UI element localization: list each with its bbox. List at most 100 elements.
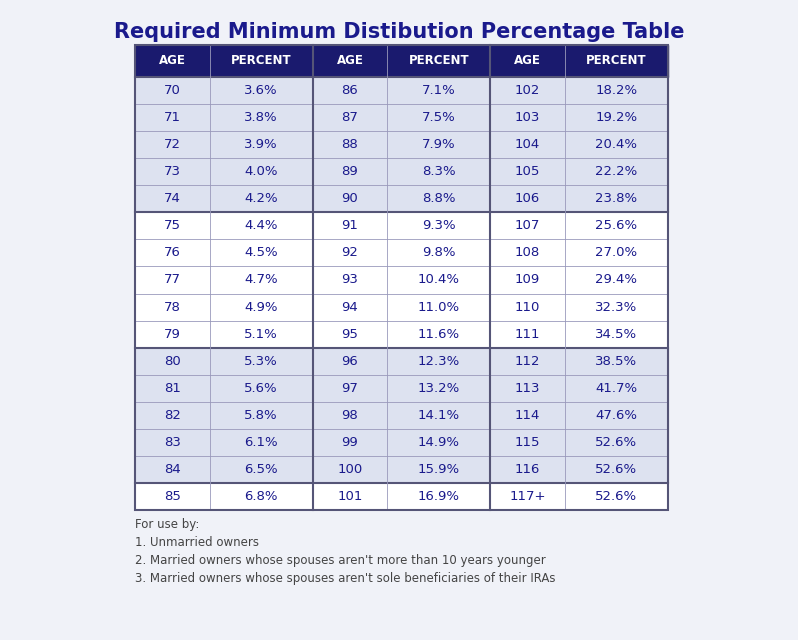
Text: 92: 92 xyxy=(342,246,358,259)
Text: 96: 96 xyxy=(342,355,358,367)
Bar xyxy=(210,158,313,185)
Text: 94: 94 xyxy=(342,301,358,314)
Text: 91: 91 xyxy=(342,220,358,232)
Text: 13.2%: 13.2% xyxy=(417,381,460,395)
Text: PERCENT: PERCENT xyxy=(409,54,469,67)
Bar xyxy=(313,239,387,266)
Text: 12.3%: 12.3% xyxy=(417,355,460,367)
Bar xyxy=(135,348,210,374)
Bar xyxy=(387,45,490,77)
Bar xyxy=(210,294,313,321)
Bar xyxy=(210,77,313,104)
Text: 9.8%: 9.8% xyxy=(422,246,456,259)
Text: 98: 98 xyxy=(342,409,358,422)
Text: 108: 108 xyxy=(515,246,540,259)
Text: 52.6%: 52.6% xyxy=(595,463,638,476)
Text: 3.8%: 3.8% xyxy=(244,111,278,124)
Text: 81: 81 xyxy=(164,381,181,395)
Bar xyxy=(210,374,313,402)
Text: 5.6%: 5.6% xyxy=(244,381,278,395)
Bar xyxy=(210,131,313,158)
Text: 82: 82 xyxy=(164,409,181,422)
Bar xyxy=(387,158,490,185)
Bar xyxy=(313,158,387,185)
Bar xyxy=(565,131,668,158)
Text: 87: 87 xyxy=(342,111,358,124)
Bar xyxy=(490,212,565,239)
Text: 8.8%: 8.8% xyxy=(422,192,456,205)
Text: 71: 71 xyxy=(164,111,181,124)
Bar xyxy=(313,212,387,239)
Bar xyxy=(490,483,565,510)
Bar xyxy=(490,131,565,158)
Bar xyxy=(313,456,387,483)
Text: 7.5%: 7.5% xyxy=(422,111,456,124)
Bar xyxy=(490,45,565,77)
Text: 5.3%: 5.3% xyxy=(244,355,278,367)
Bar xyxy=(387,239,490,266)
Text: 8.3%: 8.3% xyxy=(422,165,456,178)
Bar xyxy=(565,77,668,104)
Text: 6.8%: 6.8% xyxy=(244,490,278,503)
Text: 9.3%: 9.3% xyxy=(422,220,456,232)
Bar xyxy=(387,456,490,483)
Text: 23.8%: 23.8% xyxy=(595,192,638,205)
Bar xyxy=(387,374,490,402)
Text: 10.4%: 10.4% xyxy=(418,273,460,287)
Text: 113: 113 xyxy=(515,381,540,395)
Bar xyxy=(490,77,565,104)
Bar xyxy=(313,131,387,158)
Text: 4.7%: 4.7% xyxy=(244,273,278,287)
Bar xyxy=(490,158,565,185)
Bar xyxy=(313,429,387,456)
Text: 85: 85 xyxy=(164,490,181,503)
Bar xyxy=(210,456,313,483)
Text: 1. Unmarried owners: 1. Unmarried owners xyxy=(135,536,259,549)
Text: 83: 83 xyxy=(164,436,181,449)
Text: Required Minimum Distibution Percentage Table: Required Minimum Distibution Percentage … xyxy=(114,22,684,42)
Bar xyxy=(313,185,387,212)
Bar xyxy=(490,429,565,456)
Bar xyxy=(210,185,313,212)
Text: 80: 80 xyxy=(164,355,180,367)
Text: 73: 73 xyxy=(164,165,181,178)
Text: AGE: AGE xyxy=(159,54,186,67)
Bar xyxy=(387,212,490,239)
Text: 4.0%: 4.0% xyxy=(244,165,278,178)
Bar xyxy=(387,131,490,158)
Text: 47.6%: 47.6% xyxy=(595,409,638,422)
Text: 111: 111 xyxy=(515,328,540,340)
Bar xyxy=(135,266,210,294)
Text: 11.6%: 11.6% xyxy=(417,328,460,340)
Bar xyxy=(565,45,668,77)
Text: 34.5%: 34.5% xyxy=(595,328,638,340)
Bar xyxy=(135,212,210,239)
Bar xyxy=(490,104,565,131)
Bar xyxy=(387,294,490,321)
Text: AGE: AGE xyxy=(514,54,541,67)
Bar xyxy=(210,239,313,266)
Text: 19.2%: 19.2% xyxy=(595,111,638,124)
Bar xyxy=(490,294,565,321)
Text: 3.9%: 3.9% xyxy=(244,138,278,151)
Bar xyxy=(135,374,210,402)
Bar xyxy=(135,483,210,510)
Bar xyxy=(490,374,565,402)
Text: 106: 106 xyxy=(515,192,540,205)
Text: 103: 103 xyxy=(515,111,540,124)
Text: 14.1%: 14.1% xyxy=(417,409,460,422)
Bar xyxy=(135,294,210,321)
Text: 18.2%: 18.2% xyxy=(595,84,638,97)
Text: 7.1%: 7.1% xyxy=(422,84,456,97)
Bar xyxy=(565,374,668,402)
Text: 3.6%: 3.6% xyxy=(244,84,278,97)
Bar xyxy=(135,45,210,77)
Text: 14.9%: 14.9% xyxy=(418,436,460,449)
Text: 41.7%: 41.7% xyxy=(595,381,638,395)
Bar xyxy=(135,321,210,348)
Bar xyxy=(135,158,210,185)
Bar xyxy=(387,483,490,510)
Bar xyxy=(387,266,490,294)
Text: 109: 109 xyxy=(515,273,540,287)
Bar xyxy=(387,402,490,429)
